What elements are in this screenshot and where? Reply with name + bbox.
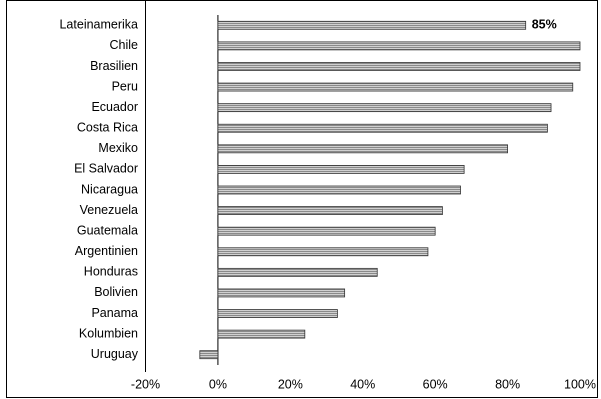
bar [217,329,306,339]
value-label: 85% [532,18,557,32]
bar [217,144,508,154]
bar [217,226,436,236]
bar [217,267,378,277]
y-tick-label: Lateinamerika [59,18,138,32]
bar [217,185,461,195]
y-tick-label: Ecuador [91,100,138,114]
bar [217,82,574,92]
y-tick-label: El Salvador [74,162,138,176]
y-tick-label: Peru [112,79,138,93]
x-tick-label: 0% [209,377,227,391]
x-tick-label: 20% [278,377,303,391]
y-tick-label: Nicaragua [81,182,138,196]
bar [217,62,581,71]
y-tick-label: Brasilien [90,59,138,73]
y-tick-label: Guatemala [77,223,138,237]
bar [217,309,338,318]
y-tick-label: Argentinien [75,244,138,258]
y-tick-label: Panama [91,306,138,320]
y-tick-label: Venezuela [80,203,138,217]
bar [217,165,465,174]
bar [217,41,581,51]
x-tick-label: 100% [564,377,596,391]
bar [217,247,429,257]
chart-frame [6,0,598,398]
bar [217,103,552,113]
x-tick-label: 60% [423,377,448,391]
bar [217,206,443,215]
x-tick-label: 80% [495,377,520,391]
bar [217,20,527,30]
y-tick-label: Honduras [84,265,138,279]
bar [199,350,219,360]
y-tick-label: Costa Rica [77,121,138,135]
bar [217,288,346,298]
y-tick-label: Chile [110,38,139,52]
bar [217,123,548,133]
x-tick-label: 40% [350,377,375,391]
y-tick-label: Kolumbien [79,326,138,340]
y-tick-label: Uruguay [91,347,139,361]
y-tick-label: Mexiko [98,141,138,155]
y-tick-label: Bolivien [94,285,138,299]
x-tick-label: -20% [131,377,160,391]
